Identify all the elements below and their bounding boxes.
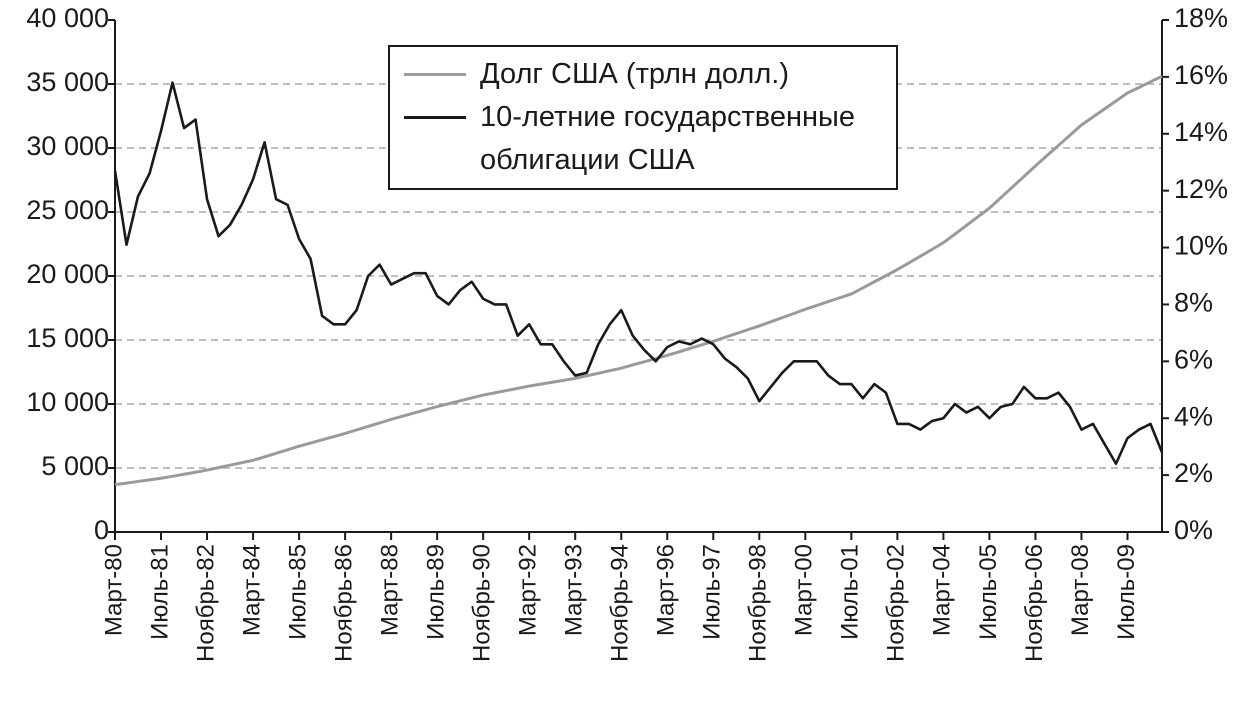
- x-tick-label: Март-96: [653, 544, 680, 636]
- y2-tick-label: 4%: [1174, 401, 1213, 431]
- y2-tick-label: 6%: [1174, 344, 1213, 374]
- legend-item: 10-летние государственные облигации США: [400, 96, 886, 182]
- y-tick-label: 25 000: [26, 195, 109, 225]
- x-tick-label: Март-08: [1067, 544, 1094, 636]
- x-tick-label: Июль-05: [975, 544, 1002, 640]
- x-tick-label: Ноябрь-06: [1021, 544, 1048, 662]
- x-tick-label: Март-92: [515, 544, 542, 636]
- series-line: [114, 74, 1163, 487]
- legend: Долг США (трлн долл.) 10-летние государст…: [388, 45, 898, 190]
- y-tick-label: 20 000: [26, 259, 109, 289]
- x-tick-label: Июль-81: [146, 544, 173, 640]
- x-tick-label: Март-88: [376, 544, 403, 636]
- x-tick-label: Ноябрь-90: [469, 544, 496, 662]
- legend-label: 10-летние государственные облигации США: [480, 101, 855, 176]
- legend-swatch: [404, 116, 466, 119]
- y2-tick-label: 0%: [1174, 515, 1213, 545]
- x-tick-label: Март-04: [929, 544, 956, 636]
- x-tick-label: Март-93: [561, 544, 588, 636]
- x-tick-label: Июль-85: [284, 544, 311, 640]
- y-tick-label: 30 000: [26, 131, 109, 161]
- x-tick-label: Июль-89: [422, 544, 449, 640]
- y-tick-label: 15 000: [26, 323, 109, 353]
- x-tick-label: Ноябрь-86: [330, 544, 357, 662]
- y-tick-label: 5 000: [41, 451, 109, 481]
- x-tick-label: Март-00: [791, 544, 818, 636]
- y2-tick-label: 10%: [1174, 231, 1228, 261]
- x-tick-label: Июль-97: [699, 544, 726, 640]
- series-line: [113, 81, 1164, 466]
- x-tick-label: Март-80: [100, 544, 127, 636]
- y-tick-label: 35 000: [26, 67, 109, 97]
- x-tick-label: Ноябрь-82: [192, 544, 219, 662]
- legend-item: Долг США (трлн долл.): [400, 53, 886, 96]
- y-tick-label: 40 000: [26, 3, 109, 33]
- x-tick-label: Июль-09: [1113, 544, 1140, 640]
- x-tick-label: Ноябрь-98: [745, 544, 772, 662]
- y2-tick-label: 14%: [1174, 117, 1228, 147]
- legend-label: Долг США (трлн долл.): [480, 58, 789, 90]
- x-tick-label: Ноябрь-94: [607, 544, 634, 662]
- y-tick-label: 10 000: [26, 387, 109, 417]
- legend-swatch: [404, 73, 466, 76]
- x-tick-label: Март-84: [238, 544, 265, 636]
- y-tick-label: 0: [94, 515, 109, 545]
- x-tick-label: Ноябрь-02: [883, 544, 910, 662]
- x-tick-label: Июль-01: [837, 544, 864, 640]
- y2-tick-label: 18%: [1174, 3, 1228, 33]
- y2-tick-label: 16%: [1174, 60, 1228, 90]
- y2-tick-label: 2%: [1174, 458, 1213, 488]
- y2-tick-label: 12%: [1174, 174, 1228, 204]
- y2-tick-label: 8%: [1174, 288, 1213, 318]
